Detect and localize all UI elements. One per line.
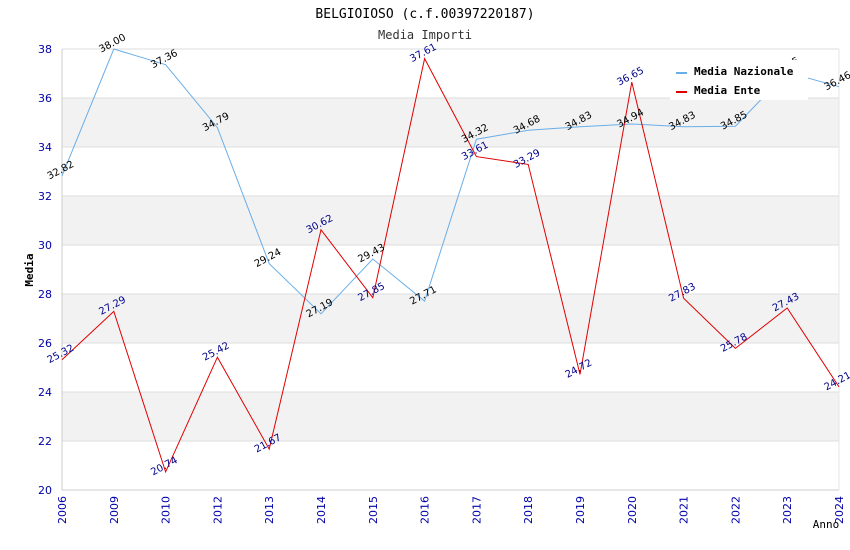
data-label-ente: 37.61 [408, 42, 438, 65]
data-label-ente: 33.29 [512, 148, 542, 171]
y-axis-label: Media [23, 253, 36, 286]
series-line-media-ente [61, 57, 840, 474]
y-tick-label: 28 [38, 288, 52, 301]
x-tick-label: 2021 [678, 496, 691, 524]
x-tick-label: 2022 [729, 496, 742, 524]
series-group [61, 48, 840, 474]
x-axis-label: Anno [813, 518, 840, 531]
chart-title: BELGIOIOSO (c.f.00397220187) [315, 7, 534, 22]
data-label-nazionale: 32.82 [46, 159, 76, 182]
x-tick-label: 2014 [315, 496, 328, 524]
y-tick-label: 22 [38, 435, 52, 448]
y-tick-label: 32 [38, 190, 52, 203]
y-axis-ticks: 20 22 24 26 28 30 32 34 36 38 [38, 43, 52, 497]
grid-bands [62, 98, 839, 441]
data-label-ente: 20.74 [149, 455, 179, 478]
data-label-nazionale: 29.24 [253, 247, 283, 270]
y-tick-label: 24 [38, 386, 52, 399]
x-tick-label: 2023 [781, 496, 794, 524]
legend-label-nazionale: Media Nazionale [694, 65, 794, 78]
x-axis-ticks: 2006 2009 2010 2012 2013 2014 2015 2016 2017 2018… [56, 496, 846, 524]
x-tick-label: 2006 [56, 496, 69, 524]
series-line-media-nazionale [61, 48, 840, 315]
legend-box [670, 60, 808, 100]
x-tick-label: 2019 [574, 496, 587, 524]
x-tick-label: 2009 [108, 496, 121, 524]
x-tick-label: 2016 [419, 496, 432, 524]
y-tick-label: 20 [38, 484, 52, 497]
data-label-nazionale: 37.36 [149, 48, 179, 71]
data-label-nazionale: 36.46 [823, 70, 850, 93]
legend: Media Nazionale Media Ente [670, 60, 808, 100]
y-tick-label: 34 [38, 141, 52, 154]
x-tick-label: 2020 [626, 496, 639, 524]
x-tick-label: 2012 [211, 496, 224, 524]
x-tick-label: 2018 [522, 496, 535, 524]
grid-band [62, 294, 839, 343]
grid-band [62, 392, 839, 441]
grid-lines [61, 48, 840, 491]
x-tick-label: 2010 [160, 496, 173, 524]
x-tick-label: 2017 [470, 496, 483, 524]
chart-subtitle: Media Importi [378, 28, 472, 42]
y-tick-label: 30 [38, 239, 52, 252]
grid-band [62, 98, 839, 147]
legend-label-ente: Media Ente [694, 84, 761, 97]
data-label-ente: 24.21 [823, 370, 850, 393]
y-tick-label: 36 [38, 92, 52, 105]
y-tick-label: 38 [38, 43, 52, 56]
x-tick-label: 2024 [833, 496, 846, 524]
data-label-ente: 36.65 [615, 65, 645, 88]
data-label-ente: 24.72 [564, 358, 594, 381]
x-tick-label: 2015 [367, 496, 380, 524]
data-label-nazionale: 29.43 [356, 242, 386, 265]
x-tick-label: 2013 [263, 496, 276, 524]
y-tick-label: 26 [38, 337, 52, 350]
